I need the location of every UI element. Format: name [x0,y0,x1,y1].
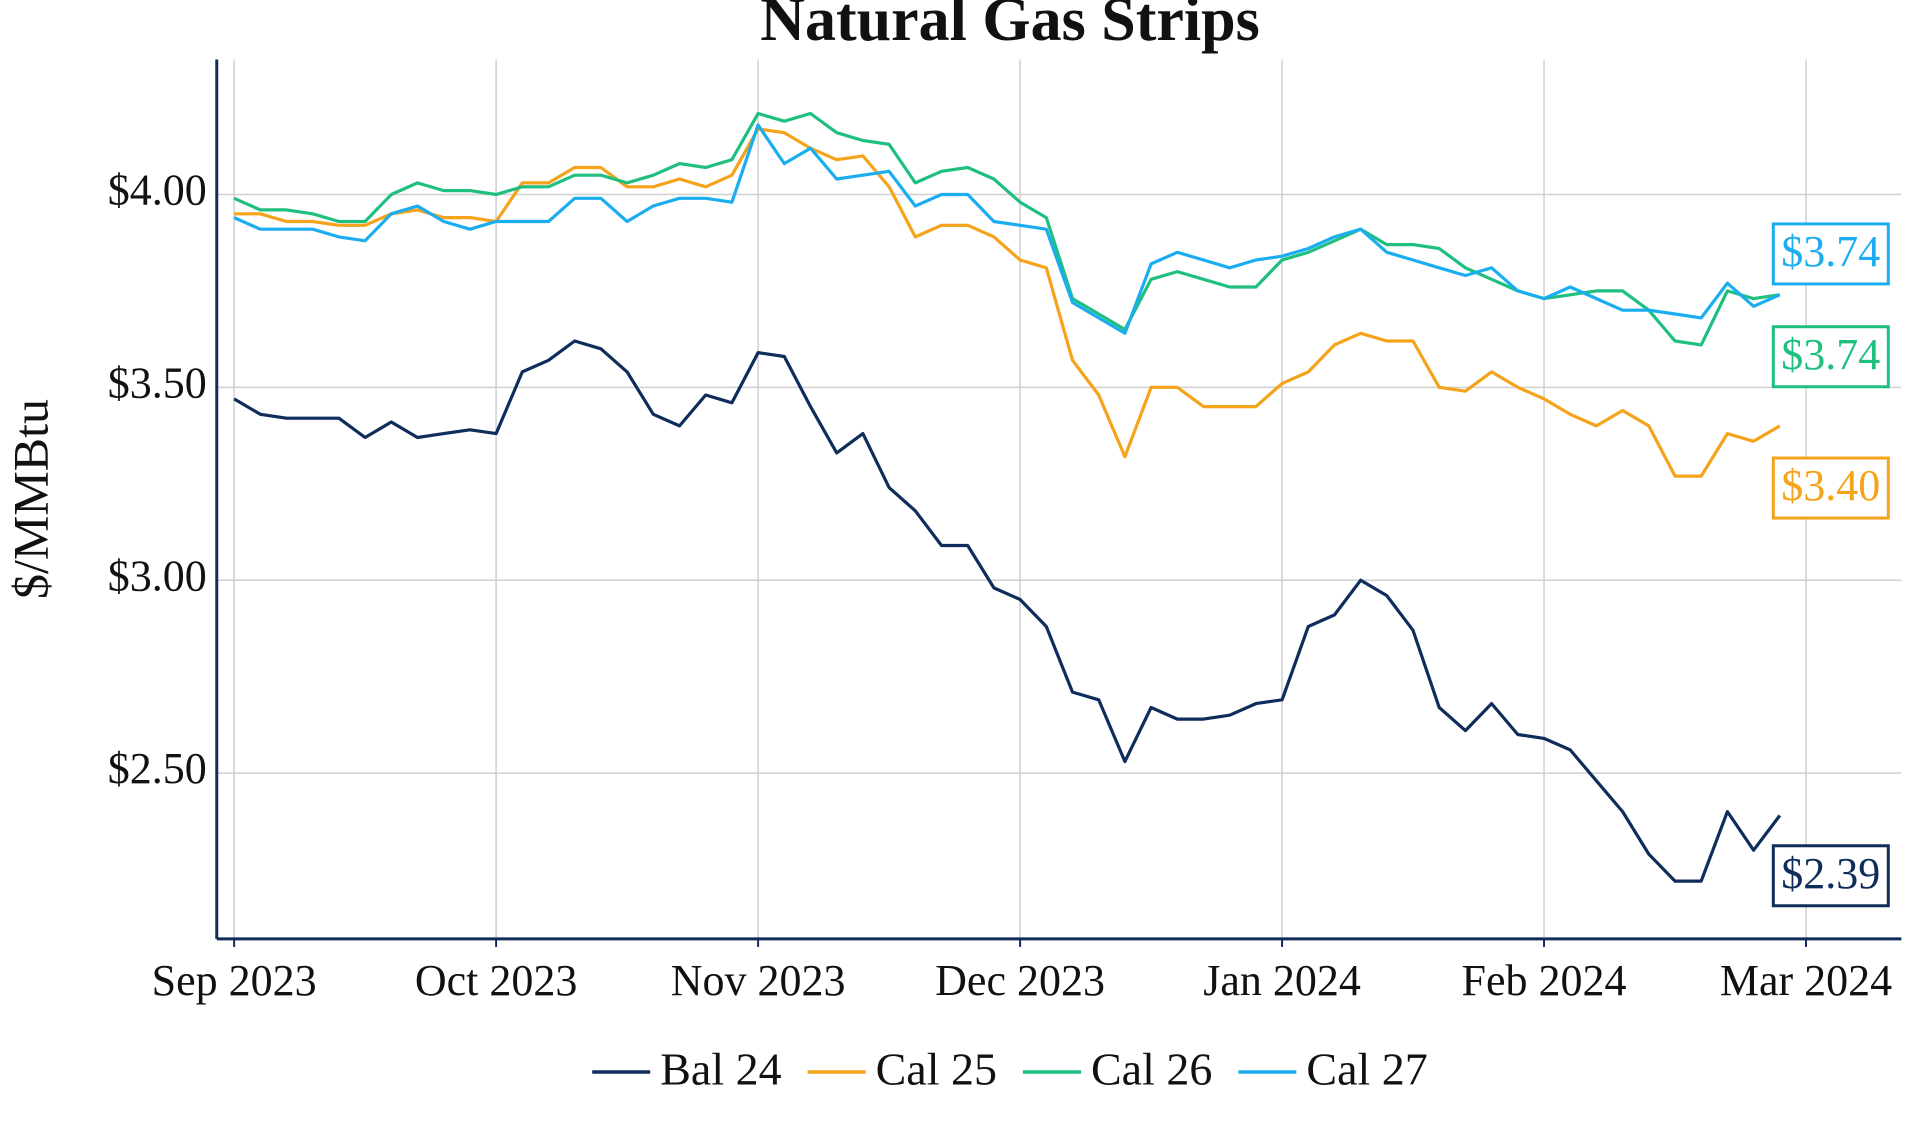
end-label: $3.40 [1771,456,1890,520]
x-tick-label: Mar 2024 [1720,956,1892,1005]
end-label: $2.39 [1771,844,1890,908]
series-line [233,123,1781,335]
chart-title: Natural Gas Strips [760,0,1259,54]
x-tick-label: Sep 2023 [152,956,317,1005]
series-line [234,127,1781,478]
end-label: $3.74 [1771,222,1890,286]
y-axis-label: $/MMBtu [2,399,58,599]
end-label-box [1771,456,1890,520]
x-tick-label: Feb 2024 [1462,956,1627,1005]
x-tick-label: Nov 2023 [671,956,846,1005]
legend-item: Cal 27 [1238,1044,1428,1095]
x-tick-label: Jan 2024 [1203,956,1361,1005]
series-line [233,339,1782,883]
x-tick-label: Dec 2023 [935,956,1105,1005]
x-tick-label: Oct 2023 [415,956,578,1005]
end-label-box [1771,844,1890,908]
legend-label: Cal 27 [1306,1044,1427,1095]
y-tick-label: $2.50 [108,744,207,793]
end-label: $3.74 [1771,325,1890,389]
legend-label: Bal 24 [660,1044,781,1095]
y-tick-label: $3.50 [108,358,207,407]
end-label-text: $3.40 [1781,461,1880,510]
end-label-text: $3.74 [1781,330,1880,379]
legend-item: Bal 24 [592,1044,782,1095]
y-tick-label: $3.00 [108,551,207,600]
legend-label: Cal 25 [876,1044,997,1095]
end-label-text: $2.39 [1781,849,1880,898]
end-label-box [1771,325,1890,389]
end-label-text: $3.74 [1781,227,1880,276]
legend-item: Cal 26 [1023,1044,1212,1095]
legend-label: Cal 26 [1091,1044,1212,1095]
y-tick-label: $4.00 [108,166,207,215]
legend-item: Cal 25 [807,1044,997,1095]
end-label-box [1771,222,1890,286]
